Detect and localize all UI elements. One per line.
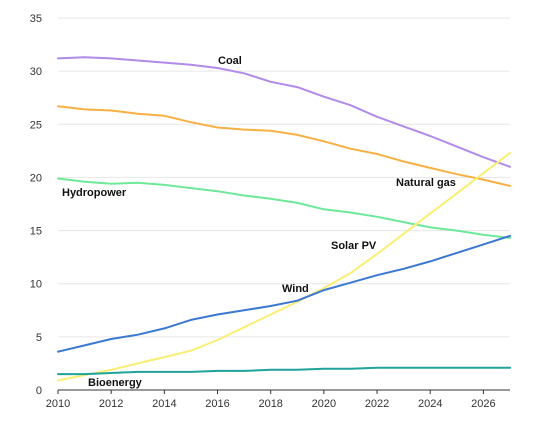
x-tick-label: 2016 (205, 398, 229, 410)
x-tick-label: 2014 (152, 398, 176, 410)
x-tick-label: 2024 (418, 398, 442, 410)
y-tick-label: 35 (30, 13, 42, 25)
gridlines (58, 17, 510, 338)
y-tick-label: 5 (36, 332, 42, 344)
series-line-natural-gas (57, 105, 511, 187)
x-tick-label: 2012 (99, 398, 123, 410)
series-label-natural-gas: Natural gas (396, 177, 456, 189)
series-label-solar-pv: Solar PV (331, 240, 377, 252)
series-label-bioenergy: Bioenergy (88, 377, 143, 389)
x-tick-label: 2022 (365, 398, 389, 410)
series-line-wind (57, 234, 511, 353)
y-tick-label: 15 (30, 226, 42, 238)
y-tick-label: 25 (30, 119, 42, 131)
y-tick-label: 10 (30, 279, 42, 291)
series-line-coal (57, 56, 511, 168)
series-line-hydropower (57, 177, 511, 239)
y-tick-label: 0 (36, 385, 42, 397)
series-label-wind: Wind (282, 283, 309, 295)
y-axis-tick-labels: 0 5 10 15 20 25 30 35 (30, 13, 42, 397)
x-axis (57, 389, 510, 394)
y-tick-label: 20 (30, 172, 42, 184)
series-label-coal: Coal (218, 55, 242, 67)
series-labels: Coal Natural gas Hydropower Solar PV Wind Bio… (62, 55, 456, 389)
x-tick-label: 2010 (46, 398, 70, 410)
series-label-hydropower: Hydropower (62, 187, 127, 199)
x-axis-tick-labels: 2010 2012 2014 2016 2018 2020 2022 2024 2026 (46, 398, 496, 410)
y-tick-label: 30 (30, 66, 42, 78)
series-line-solar-pv (57, 152, 511, 382)
x-tick-label: 2026 (471, 398, 495, 410)
series-lines (57, 56, 511, 382)
x-tick-label: 2018 (258, 398, 282, 410)
series-line-bioenergy (57, 366, 511, 376)
x-tick-label: 2020 (312, 398, 336, 410)
